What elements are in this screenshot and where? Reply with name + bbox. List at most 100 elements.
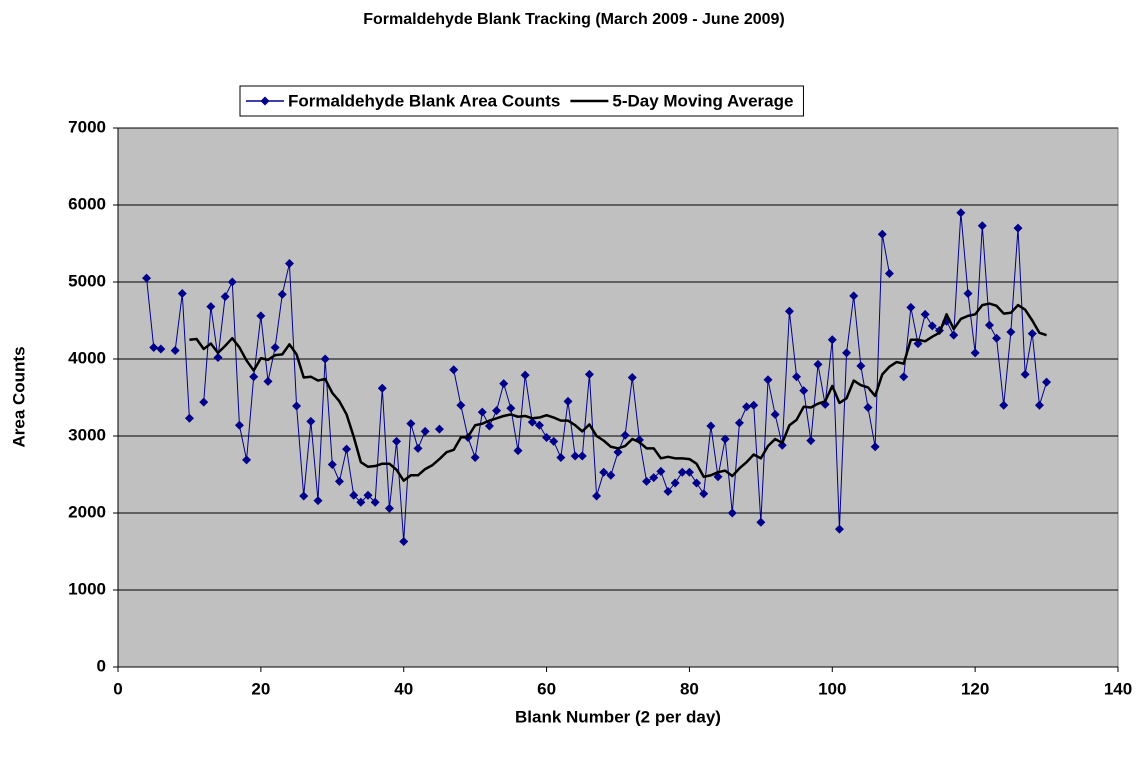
data-point [299,491,309,501]
data-point [620,430,630,440]
data-point [334,476,344,486]
data-point [713,472,723,482]
data-point [434,424,444,434]
data-point [227,277,237,287]
data-point [699,489,709,499]
data-point [484,421,494,431]
x-axis-label: Blank Number (2 per day) [515,707,721,726]
data-point [306,416,316,426]
data-point [599,467,609,477]
data-point [842,348,852,358]
data-point [806,436,816,446]
series-line [189,302,1047,482]
data-point [856,361,866,371]
data-point [1006,327,1016,337]
data-point [284,259,294,269]
data-point [199,397,209,407]
data-point [734,418,744,428]
data-point [556,453,566,463]
data-point [263,376,273,386]
legend-label: 5-Day Moving Average [612,91,793,110]
data-point [370,497,380,507]
data-point [706,421,716,431]
data-point [984,320,994,330]
y-tick-label: 4000 [68,348,106,367]
data-point [920,309,930,319]
data-point [520,370,530,380]
data-point [884,269,894,279]
data-point [456,400,466,410]
data-point [592,491,602,501]
data-point [749,400,759,410]
data-point [763,375,773,385]
data-point [949,330,959,340]
data-point [206,302,216,312]
y-tick-label: 7000 [68,117,106,136]
data-point [363,490,373,500]
data-point [663,486,673,496]
data-point [577,451,587,461]
y-tick-label: 6000 [68,194,106,213]
data-point [792,372,802,382]
data-point [863,403,873,413]
data-point [320,354,330,364]
x-tick-label: 60 [537,679,556,698]
data-point [356,497,366,507]
data-point [692,478,702,488]
data-point [970,348,980,358]
legend-label: Formaldehyde Blank Area Counts [288,91,560,110]
data-point [963,289,973,299]
data-point [506,403,516,413]
data-point [534,420,544,430]
legend: Formaldehyde Blank Area Counts 5-Day Movi… [239,85,804,117]
data-point [499,379,509,389]
data-point [234,420,244,430]
data-point [720,434,730,444]
y-tick-label: 3000 [68,425,106,444]
data-point [956,208,966,218]
data-point [877,229,887,239]
data-point [349,490,359,500]
data-point [492,406,502,416]
data-point [327,459,337,469]
data-point [449,365,459,375]
x-tick-label: 0 [113,679,122,698]
data-point [399,536,409,546]
data-point [292,401,302,411]
data-point [992,333,1002,343]
data-point [656,466,666,476]
data-point [213,352,223,362]
data-point [613,447,623,457]
data-point [570,451,580,461]
data-point [142,273,152,283]
data-point [677,467,687,477]
data-point [1013,223,1023,233]
data-point [1027,329,1037,339]
data-point [256,311,266,321]
data-point [513,446,523,456]
data-point [470,453,480,463]
x-tick-label: 20 [251,679,270,698]
data-point [834,524,844,534]
data-point [270,342,280,352]
data-point [563,396,573,406]
data-point [313,496,323,506]
data-point [799,386,809,396]
x-tick-label: 100 [818,679,846,698]
data-point [277,289,287,299]
y-tick-label: 2000 [68,502,106,521]
y-axis-label: Area Counts [9,346,28,447]
data-point [756,517,766,527]
data-point [827,335,837,345]
data-point [220,292,230,302]
y-tick-label: 1000 [68,579,106,598]
data-point [927,321,937,331]
x-tick-label: 120 [961,679,989,698]
data-point [242,455,252,465]
data-point [642,476,652,486]
data-point [649,473,659,483]
data-point [727,508,737,518]
data-point [627,372,637,382]
data-point [1020,369,1030,379]
